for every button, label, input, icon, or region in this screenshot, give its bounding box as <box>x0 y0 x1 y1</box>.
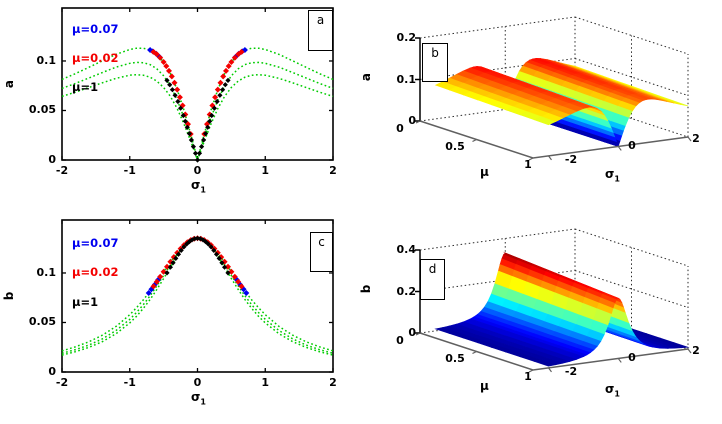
legend-mu-1: μ=1 <box>72 295 99 309</box>
mu-tick-label: 0.5 <box>445 140 465 153</box>
mu-tick-label: 0.5 <box>445 352 465 365</box>
panel-b: a μ σ1 b 0 0.1 0.2 0 0.5 1 -2 0 2 <box>359 0 722 212</box>
legend-mu-0.02: μ=0.02 <box>72 265 119 279</box>
y-tick-label: 0.1 <box>36 265 57 279</box>
green-dotted-curve-1 <box>61 237 334 355</box>
panel-c-plot <box>61 219 334 373</box>
sigma-tick-label: 0 <box>628 351 636 364</box>
x-tick-label: 0 <box>193 376 202 389</box>
mu-tick-label: 0 <box>396 122 404 135</box>
z-tick-label: 0 <box>408 326 416 339</box>
x-tick-label: -1 <box>123 376 136 389</box>
panel-a-xlabel: σ1 <box>191 178 206 195</box>
panel-b-label-box: b <box>422 43 448 82</box>
surface-d-canvas <box>360 212 722 424</box>
panel-a-ylabel: a <box>2 79 16 89</box>
panel-d-sigma-label: σ1 <box>605 382 620 399</box>
y-tick-label: 0 <box>48 153 56 166</box>
panel-b-zlabel: a <box>359 72 373 82</box>
sigma-tick-label: 2 <box>692 344 700 357</box>
panel-c-ylabel: b <box>2 291 16 301</box>
x-tick-label: -2 <box>55 376 69 389</box>
mu-tick-label: 1 <box>524 158 532 171</box>
x-tick-label: 2 <box>329 164 337 177</box>
legend-mu-0.07: μ=0.07 <box>72 22 119 36</box>
x-tick-label: 1 <box>261 164 270 177</box>
y-tick-label: 0.1 <box>36 53 57 67</box>
x-tick-label: 0 <box>193 164 202 177</box>
green-dotted-curve-0 <box>61 237 334 352</box>
sigma-tick-label: 2 <box>692 132 700 145</box>
y-tick-label: 0.05 <box>28 315 56 329</box>
panel-c: b σ1 μ=0.07 μ=0.02 μ=1 c -2 -1 0 1 2 0 0.05 0.1 <box>0 212 360 424</box>
x-tick-label: 1 <box>261 376 270 389</box>
panel-d: b μ σ1 d 0 0.2 0.4 0 0.5 1 -2 0 2 <box>359 212 722 424</box>
marker-series-black <box>164 77 231 163</box>
legend-mu-0.07: μ=0.07 <box>72 236 119 250</box>
z-tick-label: 0.2 <box>396 284 417 298</box>
sigma-tick-label: -2 <box>564 365 578 378</box>
y-tick-label: 0 <box>48 365 56 378</box>
z-tick-label: 0.2 <box>396 31 417 44</box>
panel-d-label-box: d <box>420 259 445 300</box>
x-tick-label: 2 <box>329 376 337 389</box>
legend-mu-1: μ=1 <box>72 80 99 94</box>
sigma-tick-label: 0 <box>628 139 636 152</box>
panel-b-sigma-label: σ1 <box>605 167 620 184</box>
panel-a: a σ1 μ=0.07 μ=0.02 μ=1 a -2 -1 0 1 2 0 0.05 0.1 <box>0 0 360 212</box>
z-tick-label: 0.4 <box>396 243 417 256</box>
marker-series-red <box>150 48 245 137</box>
marker-series-red <box>150 235 245 290</box>
marker-series-black <box>164 235 231 276</box>
panel-d-mu-label: μ <box>480 379 489 393</box>
green-dotted-curve-2 <box>61 73 334 163</box>
panel-b-mu-label: μ <box>480 165 489 179</box>
panel-a-label-box: a <box>308 10 333 51</box>
sigma-tick-label: -2 <box>564 153 578 166</box>
panel-c-xlabel: σ1 <box>191 390 206 407</box>
y-tick-label: 0.05 <box>28 103 56 117</box>
x-tick-label: -1 <box>123 164 136 177</box>
green-dotted-curve-1 <box>61 61 334 163</box>
z-tick-label: 0 <box>408 114 416 127</box>
mu-tick-label: 1 <box>524 370 532 383</box>
panel-d-zlabel: b <box>359 284 373 294</box>
surface-b-canvas <box>360 0 722 212</box>
green-dotted-curve-2 <box>61 237 334 356</box>
z-tick-label: 0.1 <box>396 72 417 86</box>
mu-tick-label: 0 <box>396 334 404 347</box>
legend-mu-0.02: μ=0.02 <box>72 51 119 65</box>
panel-a-plot <box>61 7 334 163</box>
green-dotted-curve-0 <box>61 47 334 161</box>
x-tick-label: -2 <box>55 164 69 177</box>
panel-c-label-box: c <box>310 232 333 272</box>
